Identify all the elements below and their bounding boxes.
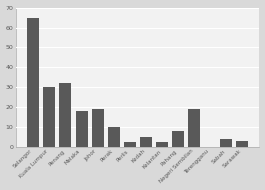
Bar	[124, 142, 136, 147]
Bar	[76, 111, 87, 147]
Bar	[172, 131, 184, 147]
Bar	[156, 142, 168, 147]
Bar	[108, 127, 120, 147]
Bar	[220, 139, 232, 147]
Bar	[140, 137, 152, 147]
Bar	[188, 109, 200, 147]
Bar	[59, 83, 72, 147]
Bar	[43, 87, 55, 147]
Bar	[236, 141, 248, 147]
Bar	[27, 17, 39, 147]
Bar	[92, 109, 104, 147]
